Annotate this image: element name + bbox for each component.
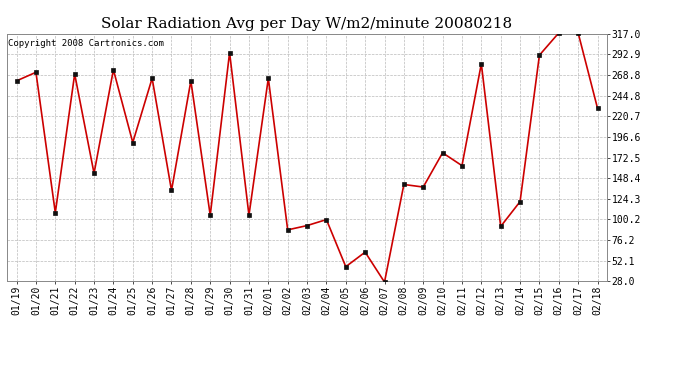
Text: Copyright 2008 Cartronics.com: Copyright 2008 Cartronics.com <box>8 39 164 48</box>
Title: Solar Radiation Avg per Day W/m2/minute 20080218: Solar Radiation Avg per Day W/m2/minute … <box>101 17 513 31</box>
